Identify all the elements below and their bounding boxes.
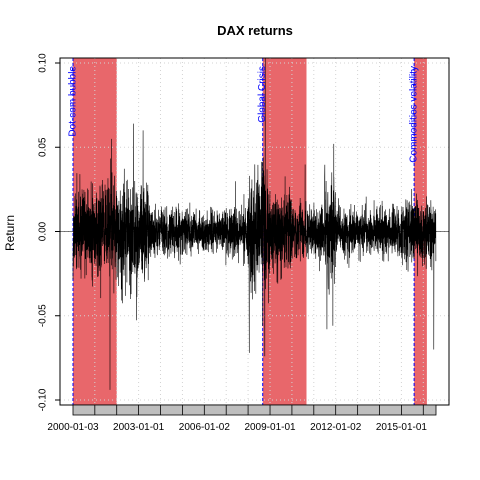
- series-line-dax: [72, 58, 437, 390]
- y-tick-label-4: 0.10: [38, 53, 49, 73]
- event-label-2: Commodities volatility: [409, 66, 420, 163]
- x-tick-label-3: 2009-01-01: [244, 422, 296, 433]
- plot-area: Dot-com bubble Global Crisis Commodities v…: [38, 53, 450, 433]
- y-tick-label-2: 0.00: [38, 221, 49, 241]
- date-axis-bar: [72, 404, 437, 416]
- y-tick-label-0: -0.10: [38, 388, 49, 411]
- y-tick-label-3: 0.05: [38, 137, 49, 157]
- event-label-1: Global Crisis: [257, 66, 268, 123]
- x-tick-label-4: 2012-01-02: [310, 422, 362, 433]
- chart-title: DAX returns: [217, 23, 293, 38]
- x-tick-label-1: 2003-01-01: [113, 422, 165, 433]
- event-label-0: Dot-com bubble: [68, 66, 79, 137]
- x-tick-label-0: 2000-01-03: [47, 422, 99, 433]
- y-axis-label: Return: [3, 215, 17, 251]
- x-tick-label-2: 2006-01-02: [179, 422, 231, 433]
- x-tick-label-5: 2015-01-01: [376, 422, 428, 433]
- y-tick-label-1: -0.05: [38, 304, 49, 327]
